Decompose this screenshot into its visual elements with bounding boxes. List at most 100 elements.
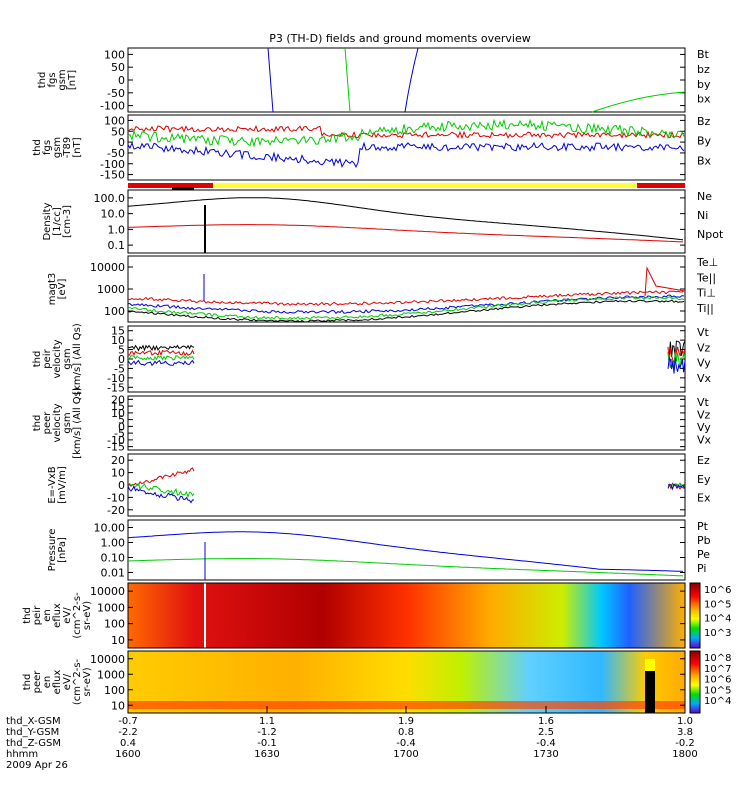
panel-peer_en: 10000 1000 100 10 thdpeerenefluxeV/(cm^2-s-s… [22,651,731,713]
legend-Pe: Pe [697,548,710,561]
y-axis-label: thdpeirenefluxeV/(cm^2-s-sr-eV) [22,592,93,639]
legend-Pi: Pi [697,562,706,575]
y-tick-label: 1000 [97,601,125,614]
colorbar-label: 10^8 [704,653,731,664]
y-tick-label: 10000 [90,585,125,598]
legend-Vy: Vy [697,421,711,434]
legend-Vz: Vz [697,409,711,422]
colorbar-label: 10^4 [704,696,731,707]
footer-value: 0.4 [120,738,136,749]
footer-row-label: thd_X-GSM [6,716,61,727]
panel-peir_en: 10000 1000 100 10 thdpeirenefluxeV/(cm^2-s-s… [22,583,731,648]
y-axis-label: Density[1/cc][cm-3] [42,202,73,240]
footer-row-label: thd_Y-GSM [6,727,59,738]
footer-value: -2.2 [118,727,138,738]
y-axis-label: thdpeerenefluxeV/(cm^2-s-sr-eV) [22,658,93,705]
legend-Vz: Vz [697,341,711,354]
footer-value: -0.4 [396,738,416,749]
legend-By: By [697,135,712,148]
y-tick-label: -150 [100,169,125,182]
y-tick-label: 1.0 [108,223,126,236]
footer-value: -1.2 [257,727,277,738]
legend-Vt: Vt [697,396,710,409]
y-tick-label: -50 [107,87,125,100]
y-tick-label: 100.0 [94,192,126,205]
footer-row-label: thd_Z-GSM [6,738,61,749]
legend-Pb: Pb [697,534,711,547]
y-tick-label: -15 [107,441,125,454]
legend-Bt: Bt [697,48,710,61]
y-tick-label: 20 [111,454,125,467]
footer-value: 1.9 [398,716,414,727]
legend-bx: bx [697,93,711,106]
y-tick-label: 0.10 [101,552,126,565]
y-tick-label: 10 [111,467,125,480]
y-axis-label: thdfgsgsm[nT] [37,69,78,90]
legend-bz: bz [697,63,710,76]
legend-Ey: Ey [697,473,711,486]
y-tick-label: 10000 [90,653,125,666]
footer-value: 1800 [672,749,697,760]
panel-frame [128,396,685,450]
y-tick-label: -10 [107,491,125,504]
y-tick-label: 10.00 [94,522,126,535]
peir-spectrogram [128,583,685,648]
y-tick-label: 10 [111,699,125,712]
footer-value: 1730 [533,749,558,760]
panel-frame [128,520,685,580]
colorbar-label: 10^4 [704,614,731,625]
panel-fgs: 100500-50-100 thdfgsgsm[nT] Bt bz by bx [37,48,711,113]
legend-Ex: Ex [697,492,711,505]
colorbar-label: 10^6 [704,675,731,686]
legend-by: by [697,78,711,91]
panel-fgs_t89: 100500-50-100-150 thdfgsgsm-T89[nT] Bz By Bx [32,114,712,181]
footer-value: 3.8 [677,727,693,738]
panel-density: 100.0 10.0 1.0 0.1 Density[1/cc][cm-3] Ne Ni Np… [42,190,724,253]
legend-Vx: Vx [697,434,712,447]
y-tick-label: -20 [107,504,125,517]
colorbar-label: 10^7 [704,664,731,675]
y-tick-label: 0 [118,74,125,87]
legend-Ti⊥: Ti⊥ [696,287,716,300]
panel-frame [128,326,685,392]
y-tick-label: 100 [104,684,125,697]
legend-Bx: Bx [697,154,712,167]
legend-Vy: Vy [697,357,711,370]
y-tick-label: 50 [111,61,125,74]
colorbar-label: 10^3 [704,628,731,639]
y-tick-label: 0.1 [108,239,126,252]
colorbar [690,651,700,713]
legend-Npot: Npot [697,228,724,241]
footer-value: 1.1 [259,716,275,727]
colorbar-label: 10^5 [704,685,731,696]
y-axis-label: E=-VxB[mV/m] [47,466,68,504]
footer-value: 1.0 [677,716,693,727]
panel-temp: 10000 1000 100 magt3[eV] Te⊥ Te|| Ti⊥ Ti|| [47,256,718,322]
panel-peer_vel: 20151050-5-10-15 thdpeervelocitygsm[km/s]… [32,387,712,459]
panel-pressure: 10.001.000.100.01Pressure[nPa]PtPbPePi [47,520,711,580]
panel-efield: 20100-10-20 E=-VxB[mV/m] Ez Ey Ex [47,454,711,517]
footer-row-label: hhmm [6,749,38,760]
y-tick-label: 100 [104,305,125,318]
legend-Ni: Ni [697,209,708,222]
footer-date: 2009 Apr 26 [6,760,68,771]
footer-value: -0.4 [536,738,556,749]
y-tick-label: 100 [104,48,125,61]
legend-Vx: Vx [697,372,712,385]
footer-value: -0.7 [118,716,138,727]
legend-Ne: Ne [697,190,712,203]
y-tick-label: 100 [104,618,125,631]
colorbar-label: 10^6 [704,585,731,596]
legend-Te⊥: Te⊥ [696,256,718,269]
panel-peir_vel: 151050-5-10-15 thdpeirvelocitygsm[km/s] (… [32,323,712,395]
y-tick-label: 1000 [97,283,125,296]
footer-value: 2.5 [538,727,554,738]
y-tick-label: -100 [100,100,125,113]
y-axis-label: Pressure[nPa] [47,529,68,572]
footer-value: 1630 [254,749,279,760]
y-axis-label: magt3[eV] [47,273,68,306]
y-tick-label: 1000 [97,668,125,681]
y-tick-label: 10000 [90,261,125,274]
y-tick-label: -15 [107,381,125,394]
